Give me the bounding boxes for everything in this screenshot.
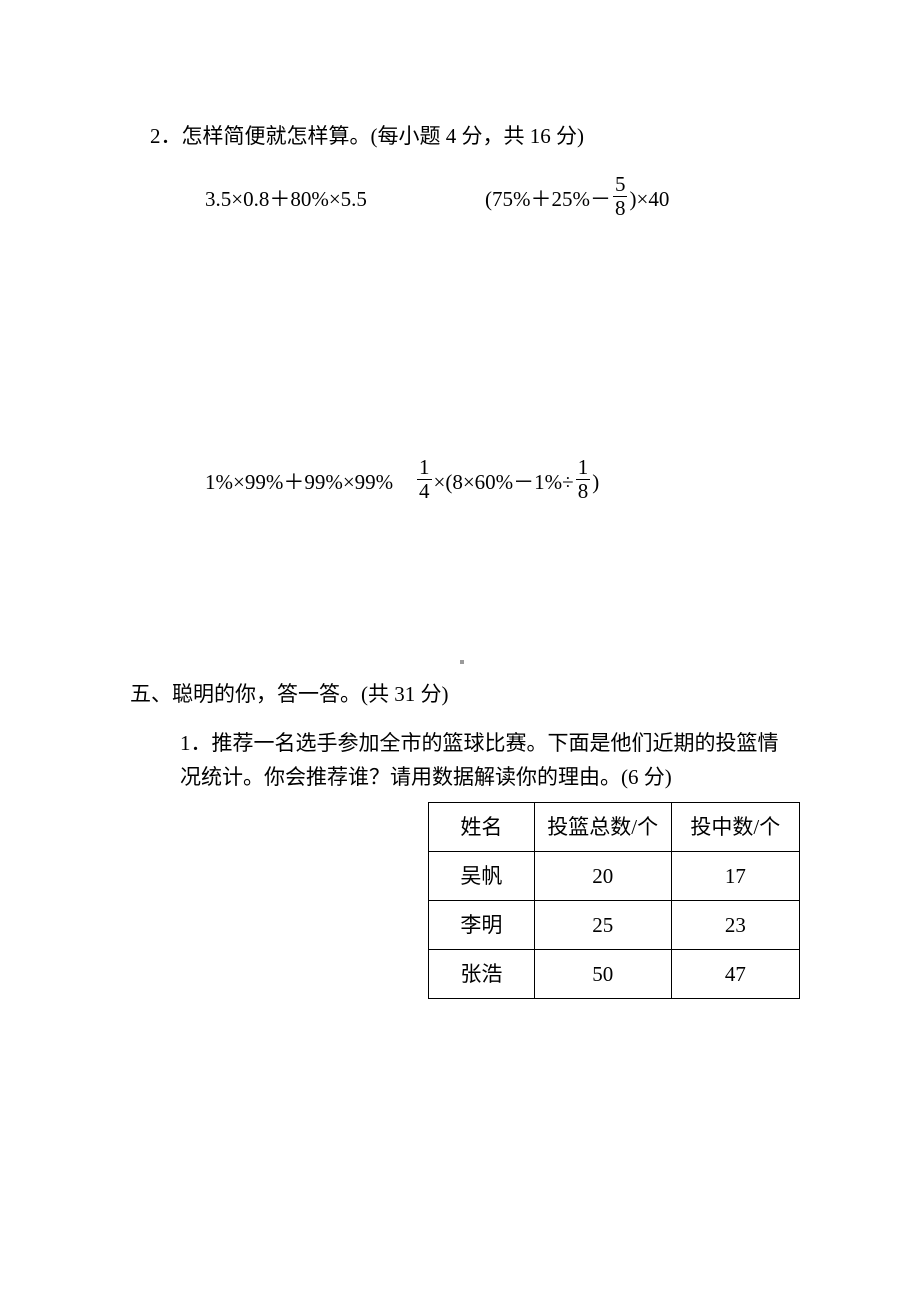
expression-1-text: 3.5×0.8＋80%×5.5 [205, 183, 367, 217]
expression-3: 1%×99%＋99%×99% [205, 455, 415, 500]
table-row: 张浩 50 47 [429, 950, 800, 999]
fraction-denominator: 8 [576, 479, 591, 502]
table-row: 吴帆 20 17 [429, 852, 800, 901]
table-cell: 50 [534, 950, 671, 999]
expression-4: 1 4 ×(8×60%－1%÷ 1 8 ) [415, 455, 599, 500]
question-5-1-line2: 况统计。你会推荐谁？请用数据解读你的理由。(6 分) [180, 761, 800, 795]
table-header: 姓名 [429, 803, 535, 852]
expression-4-fraction-2: 1 8 [576, 457, 591, 502]
question-5-1: 1．推荐一名选手参加全市的篮球比赛。下面是他们近期的投篮情 况统计。你会推荐谁？… [180, 727, 800, 999]
table-cell: 25 [534, 901, 671, 950]
section-5-title: 五、聪明的你，答一答。(共 31 分) [130, 678, 800, 712]
expression-4-mid: ×(8×60%－1%÷ [434, 466, 574, 500]
table-cell: 17 [671, 852, 799, 901]
expression-2-prefix: (75%＋25%－ [485, 183, 611, 217]
expression-4-fraction-1: 1 4 [417, 457, 432, 502]
expression-1: 3.5×0.8＋80%×5.5 [205, 172, 485, 217]
table-cell: 20 [534, 852, 671, 901]
expression-3-text: 1%×99%＋99%×99% [205, 466, 393, 500]
basketball-table: 姓名 投篮总数/个 投中数/个 吴帆 20 17 李明 25 23 张浩 50 … [428, 802, 800, 999]
table-header-row: 姓名 投篮总数/个 投中数/个 [429, 803, 800, 852]
table-cell: 23 [671, 901, 799, 950]
table-row: 李明 25 23 [429, 901, 800, 950]
table-cell: 李明 [429, 901, 535, 950]
fraction-denominator: 8 [613, 196, 628, 219]
table-cell: 47 [671, 950, 799, 999]
expression-4-suffix: ) [592, 466, 599, 500]
question-5-1-line1: 1．推荐一名选手参加全市的篮球比赛。下面是他们近期的投篮情 [180, 727, 800, 761]
fraction-numerator: 1 [417, 457, 432, 479]
table-header: 投中数/个 [671, 803, 799, 852]
table-header: 投篮总数/个 [534, 803, 671, 852]
page-marker-icon [460, 660, 464, 664]
expression-2-fraction: 5 8 [613, 174, 628, 219]
fraction-denominator: 4 [417, 479, 432, 502]
question-2-title: 2．怎样简便就怎样算。(每小题 4 分，共 16 分) [150, 120, 800, 154]
fraction-numerator: 5 [613, 174, 628, 196]
table-cell: 吴帆 [429, 852, 535, 901]
table-cell: 张浩 [429, 950, 535, 999]
expression-2-suffix: )×40 [629, 183, 669, 217]
expression-2: (75%＋25%－ 5 8 )×40 [485, 172, 669, 217]
fraction-numerator: 1 [576, 457, 591, 479]
